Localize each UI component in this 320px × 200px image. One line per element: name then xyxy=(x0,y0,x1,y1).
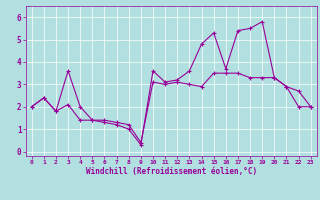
X-axis label: Windchill (Refroidissement éolien,°C): Windchill (Refroidissement éolien,°C) xyxy=(86,167,257,176)
